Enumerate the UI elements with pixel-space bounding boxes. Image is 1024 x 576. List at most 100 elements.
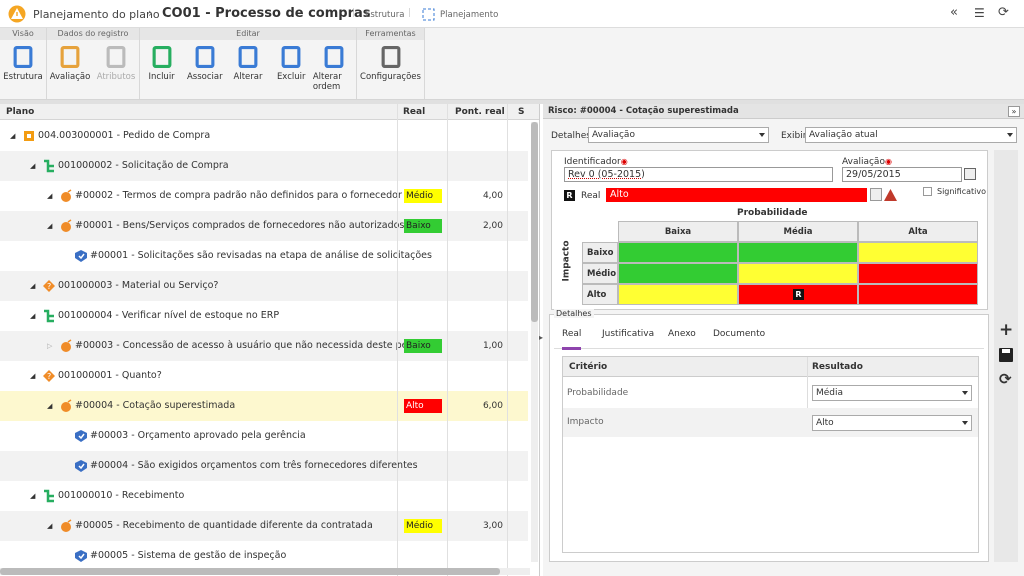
collapse-button[interactable]: «: [950, 5, 958, 20]
tree-row[interactable]: ◢ 004.003000001 - Pedido de Compra: [0, 121, 528, 151]
select[interactable]: Avaliação atual: [805, 127, 1017, 143]
node-icon: ?: [43, 370, 55, 382]
search-button[interactable]: [870, 188, 882, 201]
section-legend: Detalhes: [554, 309, 594, 318]
real-level: Baixo: [404, 219, 442, 233]
toolbar-button[interactable]: Associar: [183, 40, 226, 99]
toolbar-button[interactable]: Estrutura: [0, 40, 46, 99]
table-row: Probabilidade Média: [563, 378, 978, 408]
node-icon: [61, 189, 72, 202]
button-icon: [281, 46, 301, 68]
button-label: Incluir: [148, 72, 175, 82]
label: Real: [581, 191, 601, 201]
checkbox[interactable]: [923, 187, 932, 196]
tree-row[interactable]: ◢? 001000003 - Material ou Serviço?: [0, 271, 528, 301]
tree-row[interactable]: ◢ 001000010 - Recebimento: [0, 481, 528, 511]
tab[interactable]: Real: [562, 329, 582, 350]
real-value: Alto: [606, 188, 867, 202]
table-header-cell: Resultado: [812, 362, 863, 372]
label: Detalhes: [551, 131, 591, 141]
expander[interactable]: ◢: [47, 522, 53, 530]
input[interactable]: 29/05/2015: [842, 167, 962, 182]
select[interactable]: Avaliação: [588, 127, 769, 143]
h-scrollbar[interactable]: [0, 568, 530, 575]
node-text: #00001 - Solicitações são revisadas na e…: [90, 250, 432, 261]
refresh-button[interactable]: ⟳: [999, 370, 1012, 388]
toolbar-group: Dados do registro Avaliação Atributos: [47, 28, 140, 99]
select[interactable]: Média: [812, 385, 972, 401]
matrix-col-header: Média: [738, 221, 858, 242]
col-line: [397, 104, 398, 576]
expander[interactable]: ◢: [47, 222, 53, 230]
tree-row[interactable]: ◢ #00004 - Cotação superestimada Alto 6,00: [0, 391, 528, 421]
expander[interactable]: ◢: [30, 492, 36, 500]
tree-row[interactable]: #00004 - São exigidos orçamentos com trê…: [0, 451, 528, 481]
matrix-cell: [738, 263, 858, 284]
tree-row[interactable]: ◢ #00002 - Termos de compra padrão não de…: [0, 181, 528, 211]
select[interactable]: Alto: [812, 415, 972, 431]
expander[interactable]: ◢: [30, 312, 36, 320]
matrix-col-header: Baixa: [618, 221, 738, 242]
link[interactable]: Planejamento: [440, 10, 499, 20]
input[interactable]: Rev 0 (05-2015): [564, 167, 833, 182]
tree-row[interactable]: ◢? 001000001 - Quanto?: [0, 361, 528, 391]
matrix-cell: [858, 284, 978, 305]
expander[interactable]: ◢: [30, 162, 36, 170]
node-icon: [44, 309, 54, 323]
save-button[interactable]: [999, 348, 1013, 362]
list-button[interactable]: ☰: [974, 6, 985, 20]
tab[interactable]: Anexo: [668, 329, 696, 339]
warning-icon: [884, 189, 897, 201]
node-text: 001000002 - Solicitação de Compra: [58, 160, 229, 171]
col-line: [507, 104, 508, 576]
expander[interactable]: ◢: [47, 402, 53, 410]
expander[interactable]: ◢: [10, 132, 16, 140]
label-text: Identificador: [564, 157, 621, 167]
add-button[interactable]: +: [999, 320, 1014, 340]
link[interactable]: Estrutura: [365, 10, 405, 20]
expand-button[interactable]: »: [1008, 106, 1020, 117]
toolbar-group: Editar Incluir Associar Alterar Excluir Alter…: [140, 28, 357, 99]
tree-row[interactable]: ◢ #00005 - Recebimento de quantidade dife…: [0, 511, 528, 541]
expander[interactable]: ◢: [30, 282, 36, 290]
toolbar-group: Visão Estrutura: [0, 28, 47, 99]
splitter-handle[interactable]: ▸: [539, 333, 544, 342]
tree-row[interactable]: #00005 - Sistema de gestão de inspeção: [0, 541, 528, 571]
tab[interactable]: Justificativa: [602, 329, 655, 339]
chevron: ›: [148, 6, 153, 20]
toolbar-button[interactable]: Excluir: [270, 40, 313, 99]
tree-row[interactable]: #00001 - Solicitações são revisadas na e…: [0, 241, 528, 271]
toolbar-button[interactable]: Incluir: [140, 40, 183, 99]
col-line: [447, 104, 448, 576]
matrix-cell: [618, 284, 738, 305]
refresh-button[interactable]: ⟳: [998, 5, 1009, 20]
scrollbar[interactable]: [531, 122, 538, 562]
expander[interactable]: ◢: [47, 192, 53, 200]
tree-row[interactable]: ◢ 001000004 - Verificar nível de estoque …: [0, 301, 528, 331]
expander[interactable]: ▷: [47, 342, 53, 350]
expander[interactable]: ◢: [30, 372, 36, 380]
button-label: Estrutura: [3, 72, 43, 82]
toolbar-button[interactable]: Alterar ordem: [313, 40, 356, 99]
tree-row[interactable]: #00003 - Orçamento aprovado pela gerênci…: [0, 421, 528, 451]
node-text: 001000010 - Recebimento: [58, 490, 185, 501]
label-text: Avaliação: [842, 157, 885, 167]
node-text: #00005 - Sistema de gestão de inspeção: [90, 550, 287, 561]
button-icon: [13, 46, 33, 68]
select-value: Avaliação atual: [809, 130, 878, 140]
tree-row[interactable]: ▷ #00003 - Concessão de acesso à usuário …: [0, 331, 528, 361]
risk-matrix: Probabilidade Impacto Baixa Média Alta Baixo M…: [552, 206, 989, 311]
calendar-button[interactable]: [964, 168, 976, 180]
tree-row[interactable]: ◢ 001000002 - Solicitação de Compra: [0, 151, 528, 181]
score: 6,00: [482, 401, 503, 411]
tree-row[interactable]: ◢ #00001 - Bens/Serviços comprados de for…: [0, 211, 528, 241]
tab[interactable]: Documento: [713, 329, 766, 339]
group-label: Visão: [0, 28, 46, 40]
button-icon: [381, 46, 400, 68]
toolbar-button[interactable]: Avaliação: [47, 40, 93, 99]
toolbar-button[interactable]: Alterar: [226, 40, 269, 99]
button-label: Alterar: [233, 72, 263, 82]
toolbar-button[interactable]: Configurações: [357, 40, 424, 99]
select-value: Média: [816, 388, 844, 398]
